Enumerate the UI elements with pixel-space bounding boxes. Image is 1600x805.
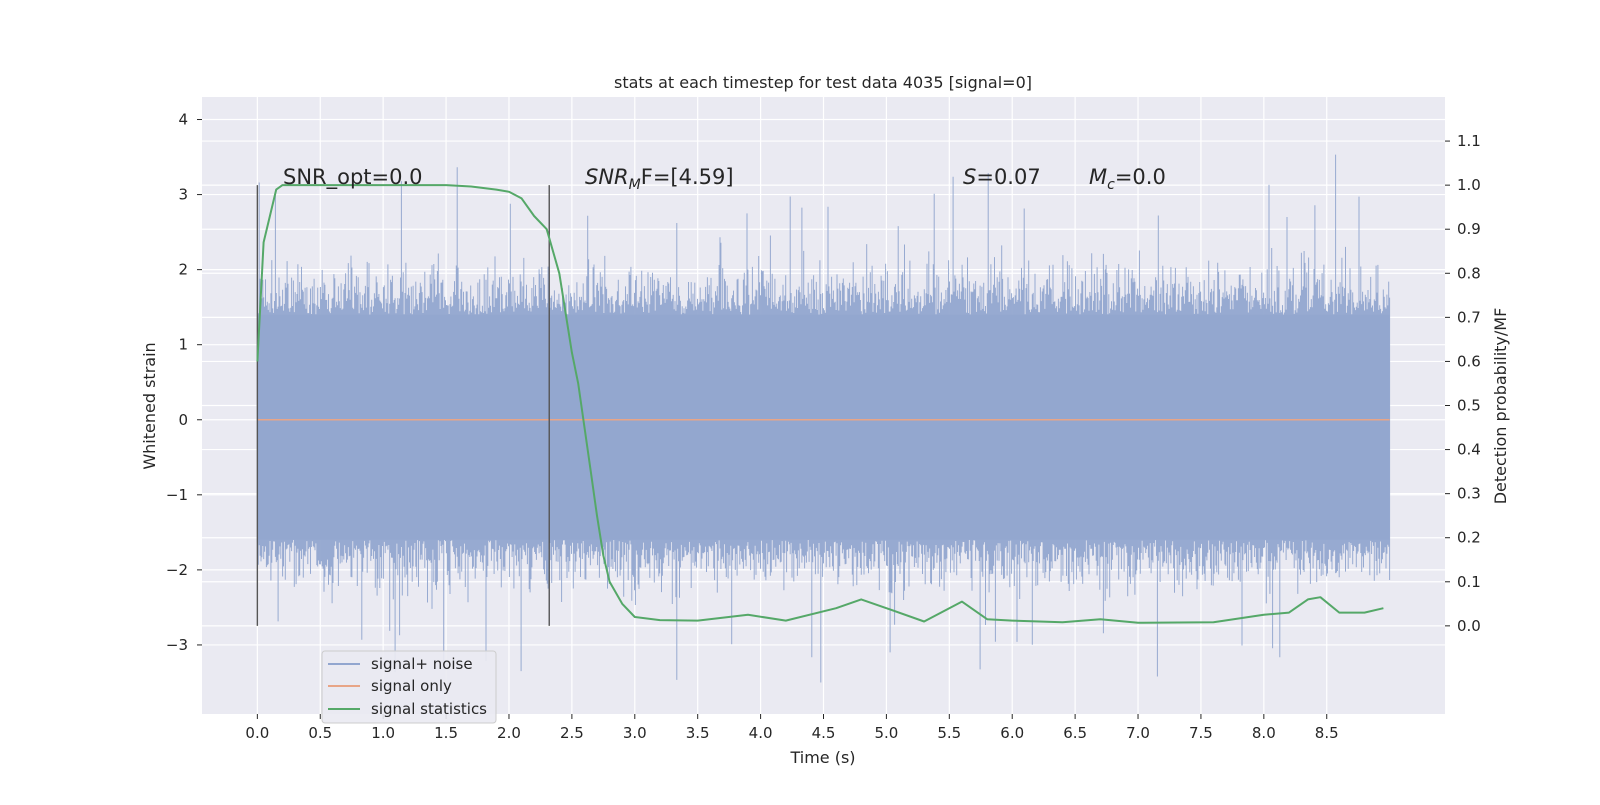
annotation-mc-var: M (1089, 165, 1107, 189)
y-tick-label: 4 (178, 111, 188, 129)
x-tick-label: 5.0 (874, 724, 898, 742)
x-axis-ticks: 0.0 0.5 1.0 1.5 2.0 2.5 3.0 3.5 4.0 4.5 5.0 5.5 6.0 6… (245, 714, 1339, 742)
y2-tick-label: 0.1 (1457, 573, 1481, 591)
x-tick-label: 6.5 (1063, 724, 1087, 742)
annotation-snr-mf: SNRMF=[4.59] (585, 165, 734, 193)
x-tick-label: 7.0 (1126, 724, 1150, 742)
y2-tick-label: 0.6 (1457, 352, 1481, 370)
y-tick-label: 0 (178, 411, 188, 429)
x-tick-label: 3.5 (686, 724, 710, 742)
y2-tick-label: 0.2 (1457, 529, 1481, 547)
legend: signal+ noise signal only signal statist… (321, 650, 497, 724)
annotation-snr-mf-sub: M (629, 177, 641, 193)
annotation-s-stat: S=0.07 (963, 165, 1041, 189)
x-tick-label: 0.5 (308, 724, 332, 742)
x-tick-label: 4.5 (812, 724, 836, 742)
y2-tick-label: 0.9 (1457, 220, 1481, 238)
annotation-snr-mf-main: SNR (585, 165, 629, 189)
annotation-snr-opt: SNR_opt=0.0 (283, 165, 423, 190)
annotation-mc-tail: =0.0 (1115, 165, 1166, 189)
signal-statistics-line (256, 184, 1384, 624)
y2-tick-label: 0.4 (1457, 441, 1481, 459)
x-tick-label: 1.0 (371, 724, 395, 742)
x-tick-label: 5.5 (937, 724, 961, 742)
y2-axis-label: Detection probability/MF (1491, 308, 1510, 505)
legend-box (321, 650, 497, 724)
x-axis-label: Time (s) (789, 748, 855, 767)
y2-tick-label: 0.5 (1457, 397, 1481, 415)
y-tick-label: −2 (166, 561, 188, 579)
annotation-s-var: S (963, 165, 976, 189)
y-axis-ticks: 4 3 2 1 0 −1 −2 −3 (166, 111, 202, 654)
y2-tick-label: 0.0 (1457, 617, 1481, 635)
y2-tick-label: 0.3 (1457, 485, 1481, 503)
x-tick-label: 6.0 (1000, 724, 1024, 742)
y2-tick-label: 0.7 (1457, 308, 1481, 326)
x-tick-label: 8.0 (1252, 724, 1276, 742)
y2-tick-label: 1.0 (1457, 176, 1481, 194)
y2-axis-ticks: 1.1 1.0 0.9 0.8 0.7 0.6 0.5 0.4 0.3 0.2 0.1 0.0 (1445, 132, 1481, 635)
legend-label-signal-noise: signal+ noise (371, 655, 473, 673)
legend-label-signal-only: signal only (371, 677, 452, 695)
x-tick-label: 3.0 (623, 724, 647, 742)
annotation-s-tail: =0.07 (976, 165, 1040, 189)
y-tick-label: 3 (178, 186, 188, 204)
y-axis-label: Whitened strain (140, 342, 159, 469)
legend-label-signal-statistics: signal statistics (371, 700, 487, 718)
x-tick-label: 1.5 (434, 724, 458, 742)
x-tick-label: 2.5 (560, 724, 584, 742)
signal-noise-series (256, 154, 1391, 683)
x-tick-label: 4.0 (749, 724, 773, 742)
x-tick-label: 7.5 (1189, 724, 1213, 742)
x-tick-label: 0.0 (245, 724, 269, 742)
annotation-snr-mf-tail: F=[4.59] (641, 165, 734, 189)
x-tick-label: 2.0 (497, 724, 521, 742)
vertical-markers (256, 185, 550, 626)
y-tick-label: 2 (178, 261, 188, 279)
y-tick-label: −1 (166, 486, 188, 504)
annotation-mc-sub: c (1107, 177, 1115, 193)
y2-tick-label: 0.8 (1457, 264, 1481, 282)
chart-title: stats at each timestep for test data 403… (614, 73, 1032, 92)
y-tick-label: 1 (178, 336, 188, 354)
signal-statistics-series (256, 184, 1384, 624)
x-tick-label: 8.5 (1315, 724, 1339, 742)
y2-tick-label: 1.1 (1457, 132, 1481, 150)
y-tick-label: −3 (166, 636, 188, 654)
annotation-mc: Mc=0.0 (1089, 165, 1166, 193)
